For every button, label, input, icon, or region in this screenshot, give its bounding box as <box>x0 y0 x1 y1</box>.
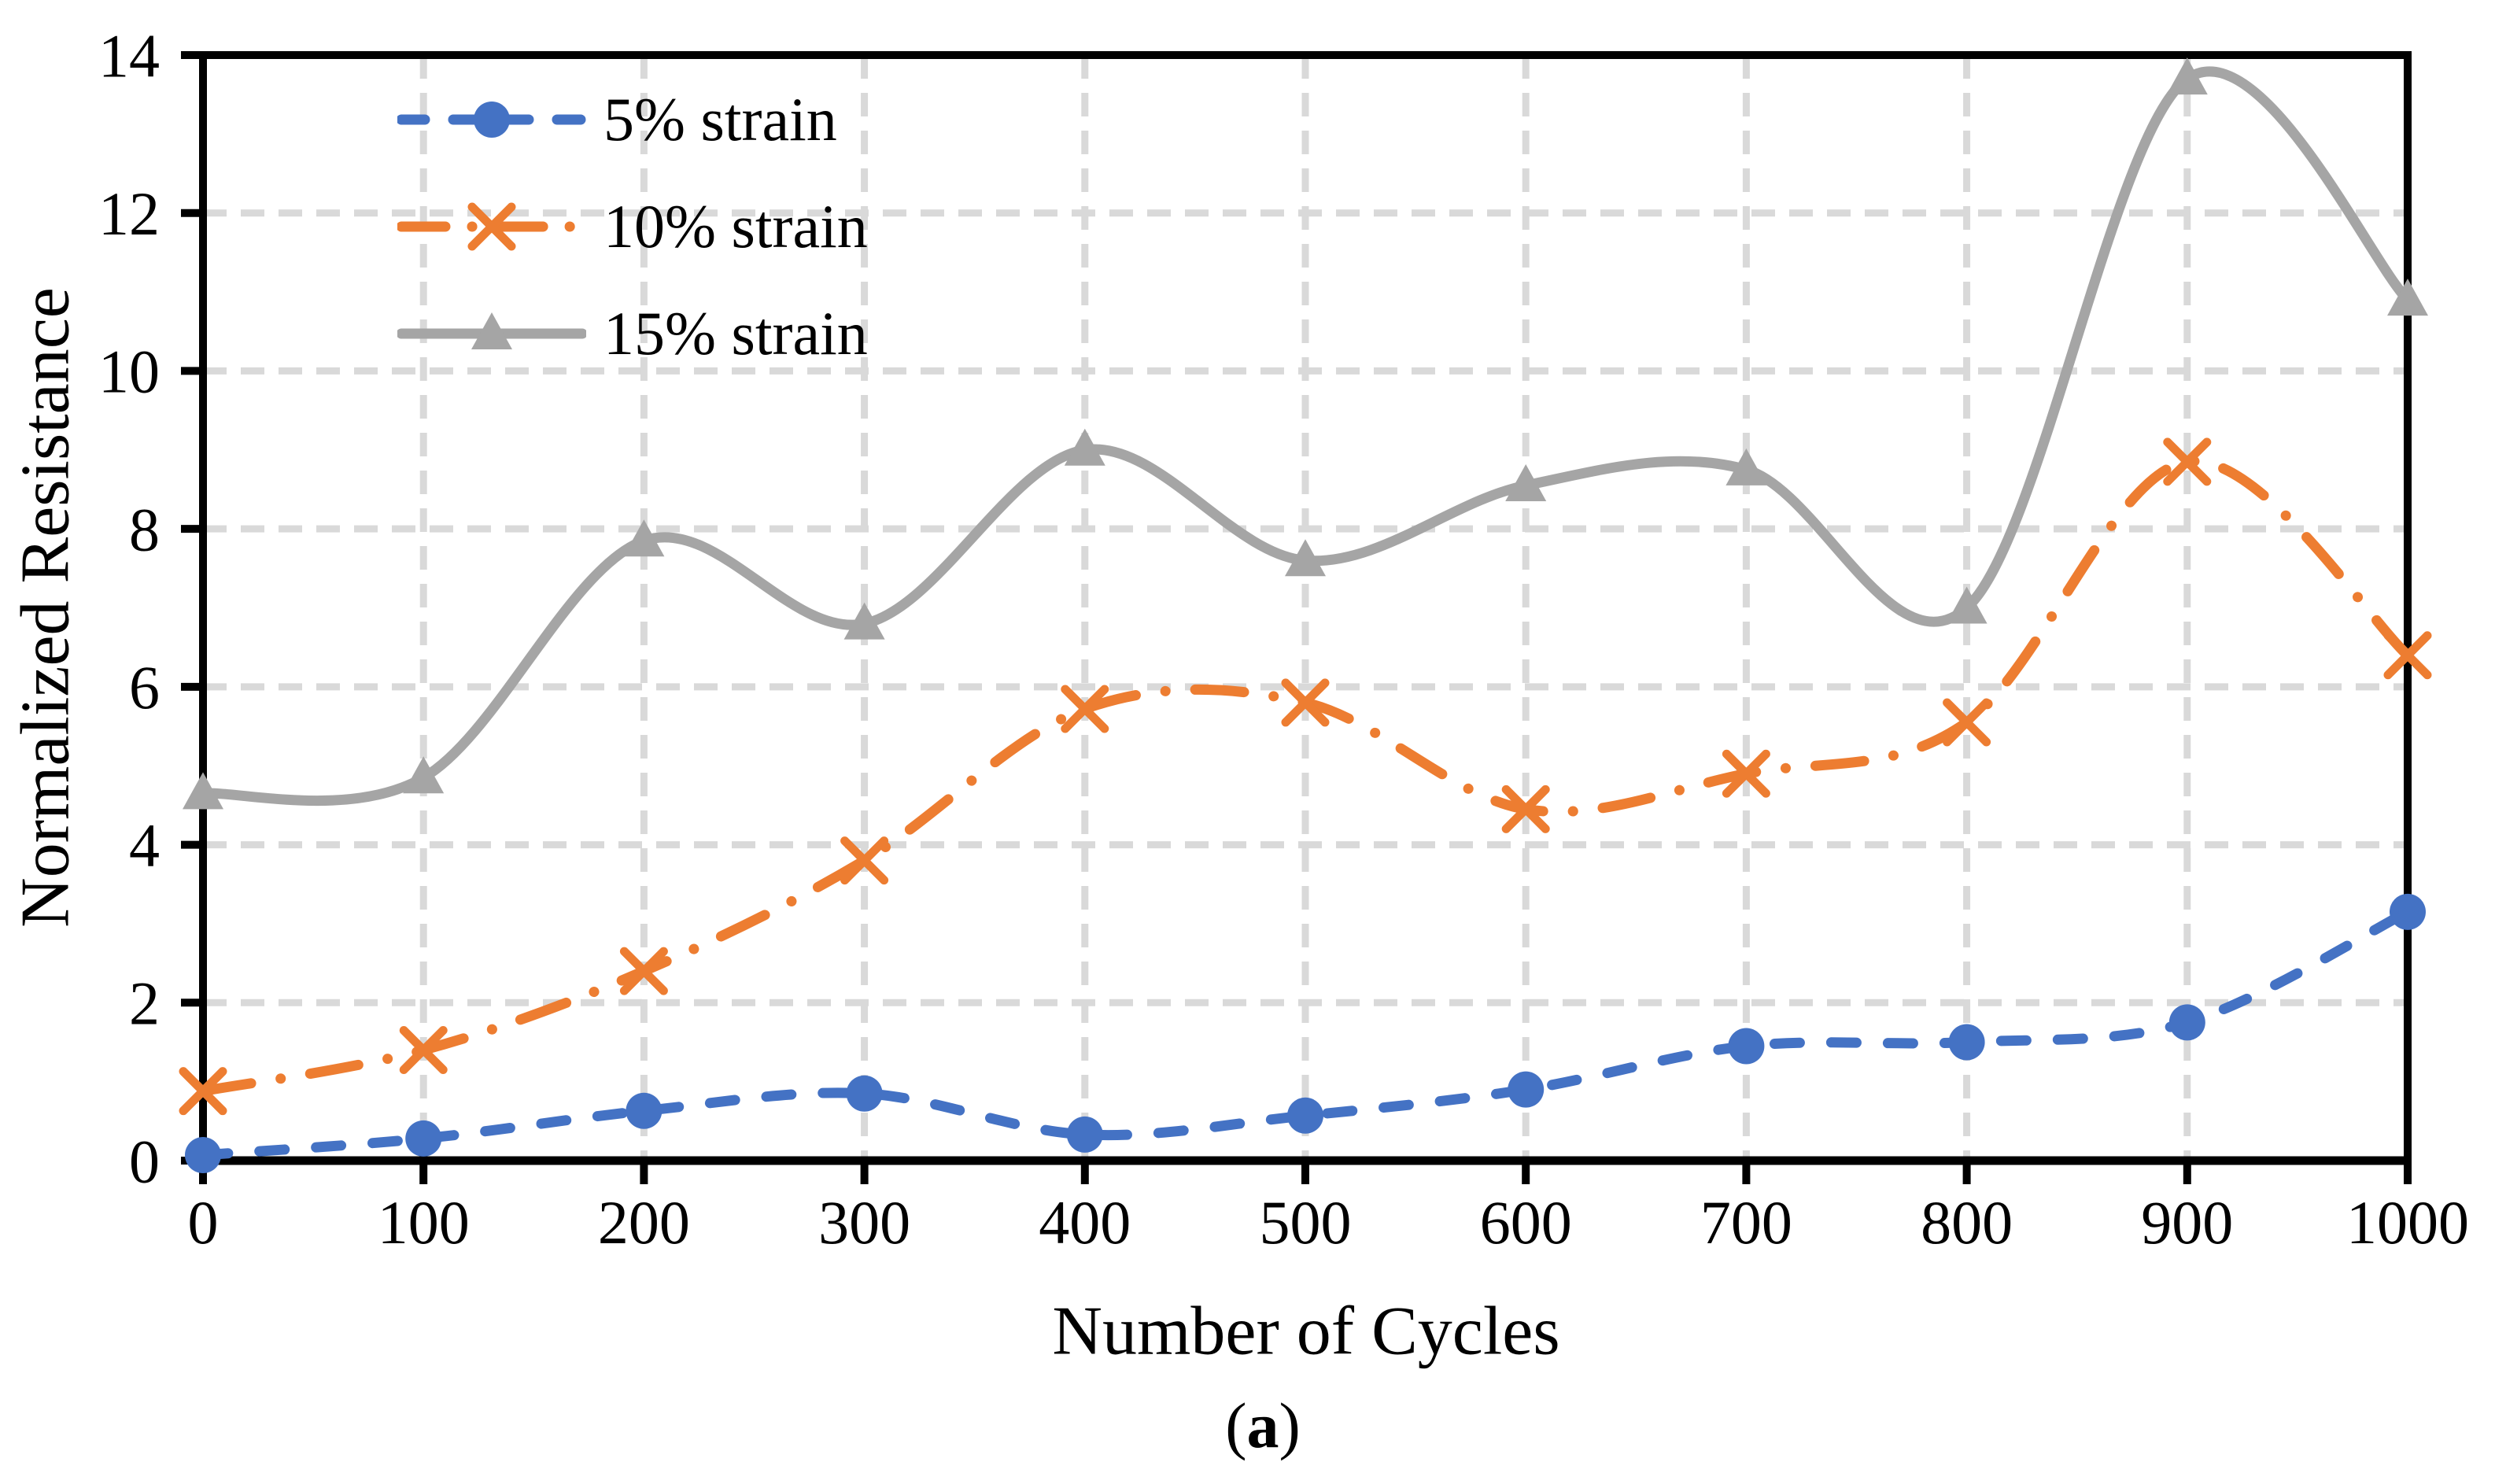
axes-frame: 0 2 4 6 8 10 12 14 0 100 200 300 400 500 600 700 800 900 1… <box>98 21 2469 1257</box>
series-line-15-percent-strain <box>197 66 2413 807</box>
marker-circle-5-percent-strain <box>1287 1097 1323 1134</box>
x-tick-label: 400 <box>1039 1188 1131 1257</box>
marker-triangle-15-percent-strain <box>2387 279 2428 316</box>
series-markers-15-percent-strain <box>183 57 2428 810</box>
x-tick-label: 800 <box>1921 1188 2013 1257</box>
marker-circle-5-percent-strain <box>2390 893 2426 930</box>
figure-caption: (a) <box>1225 1389 1301 1463</box>
marker-x-10-percent-strain <box>179 1067 227 1116</box>
marker-x-10-percent-strain <box>619 947 668 995</box>
legend-item-5-percent-strain: 5% strain <box>397 84 868 155</box>
legend-sample-marker-circle <box>474 102 510 138</box>
legend-sample-marker-x <box>467 202 516 251</box>
marker-triangle-15-percent-strain <box>843 602 885 640</box>
x-tick-label: 300 <box>818 1188 910 1257</box>
marker-circle-5-percent-strain <box>185 1136 221 1173</box>
marker-triangle-15-percent-strain <box>1064 428 1105 466</box>
y-tick-label: 0 <box>129 1127 160 1195</box>
legend-label-5-percent-strain: 5% strain <box>603 85 837 153</box>
marker-circle-5-percent-strain <box>1948 1024 1985 1061</box>
marker-triangle-15-percent-strain <box>183 772 223 810</box>
series-line-10-percent-strain <box>197 456 2413 1097</box>
marker-circle-5-percent-strain <box>405 1120 442 1157</box>
marker-circle-5-percent-strain <box>846 1075 883 1112</box>
y-tick-label: 2 <box>129 969 160 1038</box>
legend-line-sample-5-percent-strain <box>397 102 586 138</box>
marker-triangle-15-percent-strain <box>403 756 445 794</box>
marker-x-10-percent-strain <box>1281 678 1330 727</box>
marker-x-10-percent-strain <box>1501 784 1550 833</box>
marker-x-10-percent-strain <box>1722 749 1770 798</box>
x-tick-label: 1000 <box>2346 1188 2469 1257</box>
y-tick-label: 10 <box>98 338 160 406</box>
legend-item-15-percent-strain: 15% strain <box>397 298 868 369</box>
y-tick-label: 8 <box>129 495 160 563</box>
y-tick-label: 14 <box>98 21 160 90</box>
legend-sample-marker-triangle <box>471 312 512 349</box>
legend: 5% strain 10% strain 15% strain <box>397 84 868 369</box>
marker-triangle-15-percent-strain <box>1505 463 1547 501</box>
caption-paren-close: ) <box>1279 1390 1301 1461</box>
marker-x-10-percent-strain <box>840 836 889 885</box>
marker-circle-5-percent-strain <box>1728 1028 1765 1065</box>
series-markers-10-percent-strain <box>179 437 2432 1116</box>
marker-x-10-percent-strain <box>1061 685 1109 733</box>
marker-circle-5-percent-strain <box>1508 1071 1545 1108</box>
marker-circle-5-percent-strain <box>626 1092 663 1129</box>
x-tick-label: 600 <box>1480 1188 1572 1257</box>
caption-letter: a <box>1246 1390 1279 1461</box>
y-tick-label: 12 <box>98 179 160 248</box>
x-tick-label: 100 <box>378 1188 470 1257</box>
marker-triangle-15-percent-strain <box>1725 448 1767 485</box>
marker-circle-5-percent-strain <box>2168 1004 2205 1041</box>
legend-label-10-percent-strain: 10% strain <box>603 192 868 260</box>
x-tick-label: 900 <box>2141 1188 2233 1257</box>
legend-line-sample-10-percent-strain <box>397 202 586 251</box>
legend-item-10-percent-strain: 10% strain <box>397 191 868 262</box>
marker-x-10-percent-strain <box>2383 631 2432 680</box>
x-tick-label: 200 <box>598 1188 690 1257</box>
marker-triangle-15-percent-strain <box>1285 539 1326 577</box>
y-tick-label: 6 <box>129 653 160 722</box>
x-axis-title: Number of Cycles <box>1052 1293 1560 1370</box>
marker-triangle-15-percent-strain <box>2166 57 2208 95</box>
marker-x-10-percent-strain <box>2163 437 2212 486</box>
legend-label-15-percent-strain: 15% strain <box>603 299 868 367</box>
marker-x-10-percent-strain <box>1943 698 1991 747</box>
x-tick-label: 700 <box>1700 1188 1792 1257</box>
y-axis-title: Normalized Resistance <box>7 287 84 928</box>
x-tick-label: 0 <box>188 1188 219 1257</box>
marker-triangle-15-percent-strain <box>623 519 665 557</box>
legend-line-sample-15-percent-strain <box>397 312 586 349</box>
y-tick-label: 4 <box>129 811 160 880</box>
series-markers-5-percent-strain <box>185 893 2426 1173</box>
marker-triangle-15-percent-strain <box>1946 586 1988 624</box>
caption-paren-open: ( <box>1225 1390 1247 1461</box>
marker-x-10-percent-strain <box>399 1026 448 1074</box>
marker-circle-5-percent-strain <box>1066 1116 1103 1153</box>
x-tick-label: 500 <box>1260 1188 1352 1257</box>
